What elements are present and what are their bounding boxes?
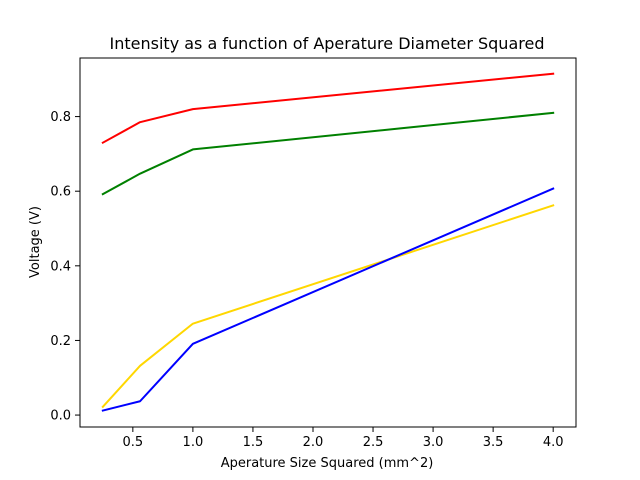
x-tick-label: 3.0: [423, 435, 444, 450]
series-line-1: [101, 72, 555, 145]
series-line-4: [101, 187, 555, 412]
x-tick-label: 1.5: [243, 435, 264, 450]
x-tick-label: 2.0: [303, 435, 324, 450]
x-tick-label: 3.5: [483, 435, 504, 450]
series-line-3: [101, 204, 555, 409]
y-tick-label: 0.6: [50, 185, 71, 200]
series-line-2: [101, 111, 555, 196]
y-tick-label: 0.0: [50, 409, 71, 424]
y-axis-label: Voltage (V): [28, 206, 43, 278]
x-tick-label: 0.5: [122, 435, 143, 450]
x-tick-label: 2.5: [363, 435, 384, 450]
x-tick-label: 1.0: [183, 435, 204, 450]
y-tick-label: 0.4: [50, 259, 71, 274]
axes-frame: [79, 57, 577, 428]
plot-area: [101, 72, 555, 412]
y-tick-label: 0.8: [50, 110, 71, 125]
y-tick-label: 0.2: [50, 334, 71, 349]
chart-title: Intensity as a function of Aperature Dia…: [110, 34, 545, 53]
x-axis-label: Aperature Size Squared (mm^2): [221, 456, 434, 471]
axes: 0.5 1.0 1.5 2.0 2.5 3.0 3.5 4.0 0.0 0.2 0.4 0.6 0.8: [50, 57, 577, 450]
x-tick-label: 4.0: [543, 435, 564, 450]
